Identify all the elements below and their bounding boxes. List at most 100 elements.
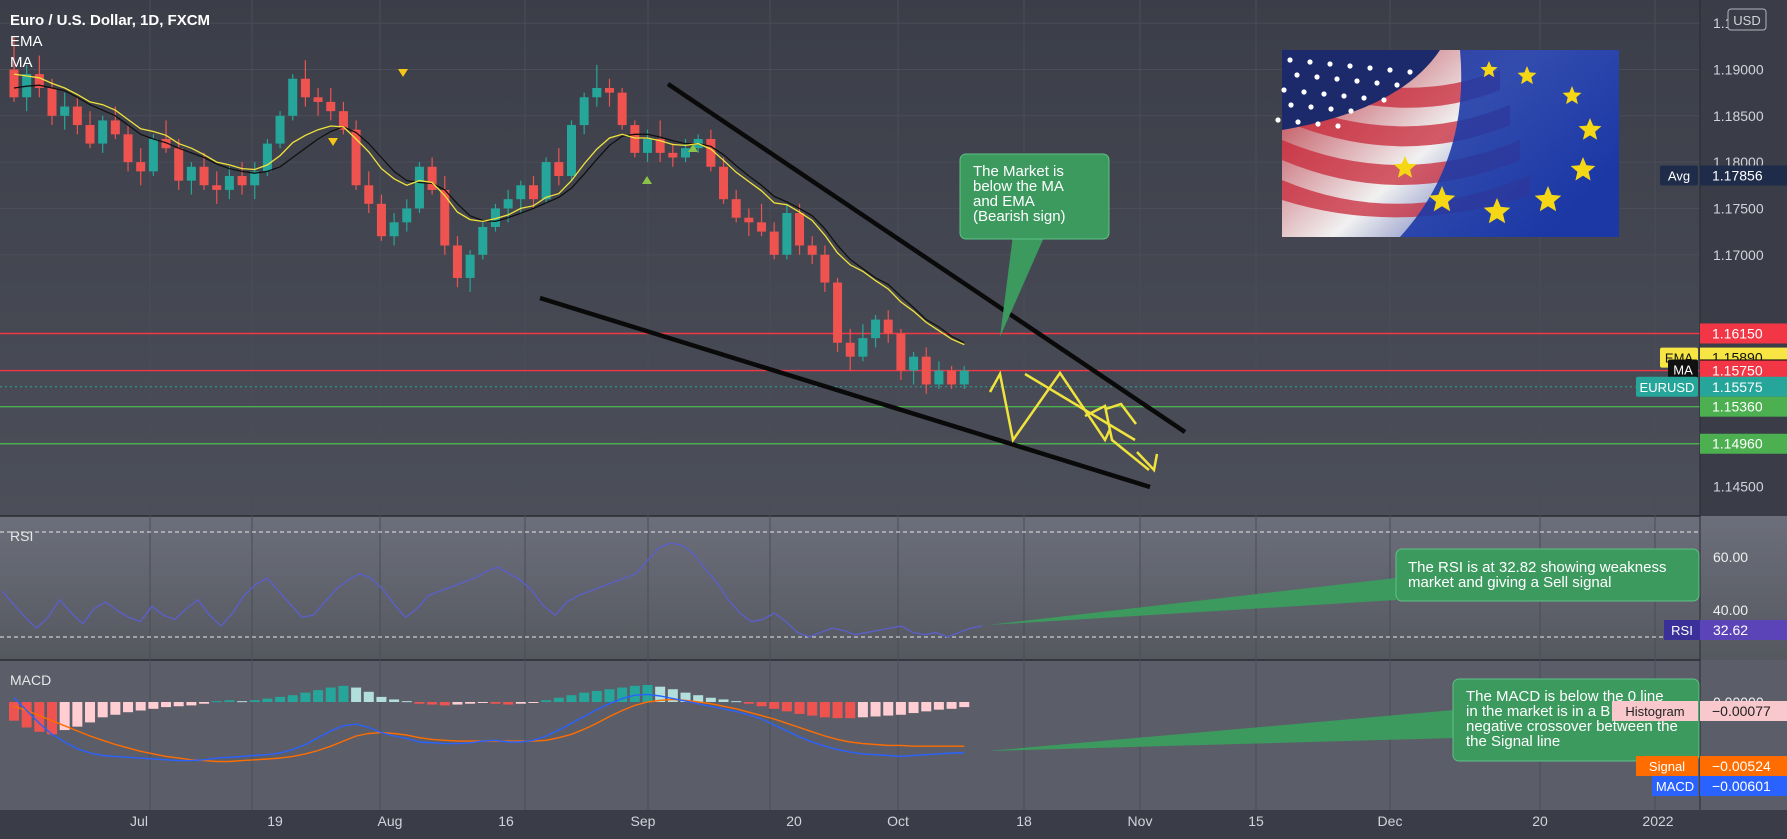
histogram-bar	[186, 702, 197, 706]
histogram-bar	[566, 695, 577, 702]
projection-zigzag[interactable]	[988, 370, 1159, 473]
candle	[364, 171, 374, 214]
macd-label-name: Histogram	[1625, 704, 1684, 719]
time-tick: Aug	[378, 813, 403, 829]
symbol-title: Euro / U.S. Dollar, 1D, FXCM	[10, 12, 210, 29]
candle	[250, 162, 260, 200]
histogram-bar	[693, 695, 704, 702]
candle	[313, 88, 323, 116]
histogram-bar	[237, 701, 248, 703]
histogram-bar	[617, 687, 628, 702]
lower-trendline[interactable]	[539, 295, 1151, 490]
upper-trendline[interactable]	[666, 82, 1187, 434]
price-label-name: Avg	[1668, 168, 1690, 183]
candle	[503, 189, 513, 223]
rsi-pane[interactable]: RSI	[0, 528, 1700, 638]
candle	[554, 148, 564, 186]
histogram-bar	[414, 702, 425, 704]
candle	[769, 222, 779, 260]
ma-line[interactable]	[13, 84, 965, 344]
price-label-eurusd: 1.15575 EURUSD	[1636, 376, 1787, 397]
price-tick: 1.18500	[1713, 108, 1764, 124]
candle	[858, 324, 868, 362]
candle	[947, 365, 957, 390]
price-label-red1: 1.16150	[1700, 323, 1787, 344]
histogram-bar	[629, 685, 640, 702]
time-tick: Nov	[1128, 813, 1153, 829]
candle	[376, 194, 386, 241]
price-label-value: 1.15750	[1712, 363, 1763, 379]
histogram-bar	[389, 699, 400, 702]
signal-markers	[328, 69, 698, 184]
rsi-scale: 60.00 40.00 RSI 32.62	[1664, 549, 1787, 640]
price-label-green2: 1.14960	[1700, 433, 1787, 454]
histogram-bar	[338, 685, 349, 702]
candle	[833, 277, 843, 353]
candle	[934, 361, 944, 390]
time-tick: Dec	[1378, 813, 1403, 829]
candle	[959, 365, 969, 390]
candle	[782, 203, 792, 260]
candle	[744, 208, 754, 237]
candlestick-series[interactable]	[9, 37, 969, 394]
usd-currency-badge[interactable]: USD	[1727, 8, 1767, 31]
price-tick: 1.17500	[1713, 200, 1764, 216]
histogram-bar	[908, 702, 919, 714]
macd-scale: 0.00000 Histogram−0.00077Signal−0.00524M…	[1612, 694, 1787, 796]
candle	[224, 166, 234, 200]
ema-line[interactable]	[13, 73, 965, 346]
rsi-line	[1, 542, 983, 638]
candle	[896, 328, 906, 380]
rsi-label-name: RSI	[1671, 623, 1693, 638]
candle	[604, 78, 614, 107]
candle	[541, 157, 551, 204]
candle	[516, 180, 526, 214]
histogram-bar	[819, 702, 830, 718]
histogram-bar	[832, 702, 843, 719]
macd-label-value: −0.00524	[1712, 758, 1771, 774]
rsi-callout-text: The RSI is at 32.82 showing weakness mark…	[1408, 559, 1666, 591]
candle	[186, 162, 196, 195]
time-tick: Oct	[887, 813, 909, 829]
rsi-title: RSI	[10, 528, 33, 544]
candle	[440, 176, 450, 255]
histogram-bar	[680, 692, 691, 702]
histogram-bar	[173, 702, 184, 707]
time-axis-bg	[0, 810, 1787, 839]
market-callout-text: The Market is below the MA and EMA (Bearish…	[973, 163, 1066, 225]
price-tick: 1.19000	[1713, 61, 1764, 77]
price-label-green1: 1.15360	[1700, 396, 1787, 417]
candle	[465, 250, 475, 292]
candle	[288, 74, 298, 121]
histogram-bar	[756, 702, 767, 707]
indicator-ma-label: MA	[10, 54, 33, 71]
candle	[617, 88, 627, 130]
time-axis[interactable]: Jul 19 Aug 16 Sep 20 Oct 18 Nov 15 Dec 20 2022	[130, 813, 1674, 829]
candle	[681, 138, 691, 163]
price-label-value: 1.15360	[1712, 399, 1763, 415]
candle	[275, 111, 285, 149]
us-eu-flag-image	[1275, 50, 1619, 237]
macd-pane[interactable]: MACD	[9, 672, 970, 763]
candle	[528, 176, 538, 209]
histogram-bar	[591, 690, 602, 702]
histogram-bar	[718, 699, 729, 702]
histogram-bar	[477, 702, 488, 703]
histogram-bar	[427, 702, 438, 705]
candle	[338, 101, 348, 135]
candle	[579, 92, 589, 135]
macd-line	[13, 693, 965, 762]
histogram-bar	[959, 702, 970, 708]
candle	[98, 115, 108, 153]
histogram-bar	[59, 702, 70, 731]
histogram-bar	[857, 702, 868, 718]
candle	[883, 310, 893, 343]
histogram-bar	[300, 692, 311, 702]
macd-label-name: MACD	[1656, 779, 1694, 794]
histogram-bar	[123, 702, 134, 713]
candle	[871, 314, 881, 348]
candle	[427, 157, 437, 195]
histogram-bar	[946, 702, 957, 709]
price-tick: 1.14500	[1713, 478, 1764, 494]
